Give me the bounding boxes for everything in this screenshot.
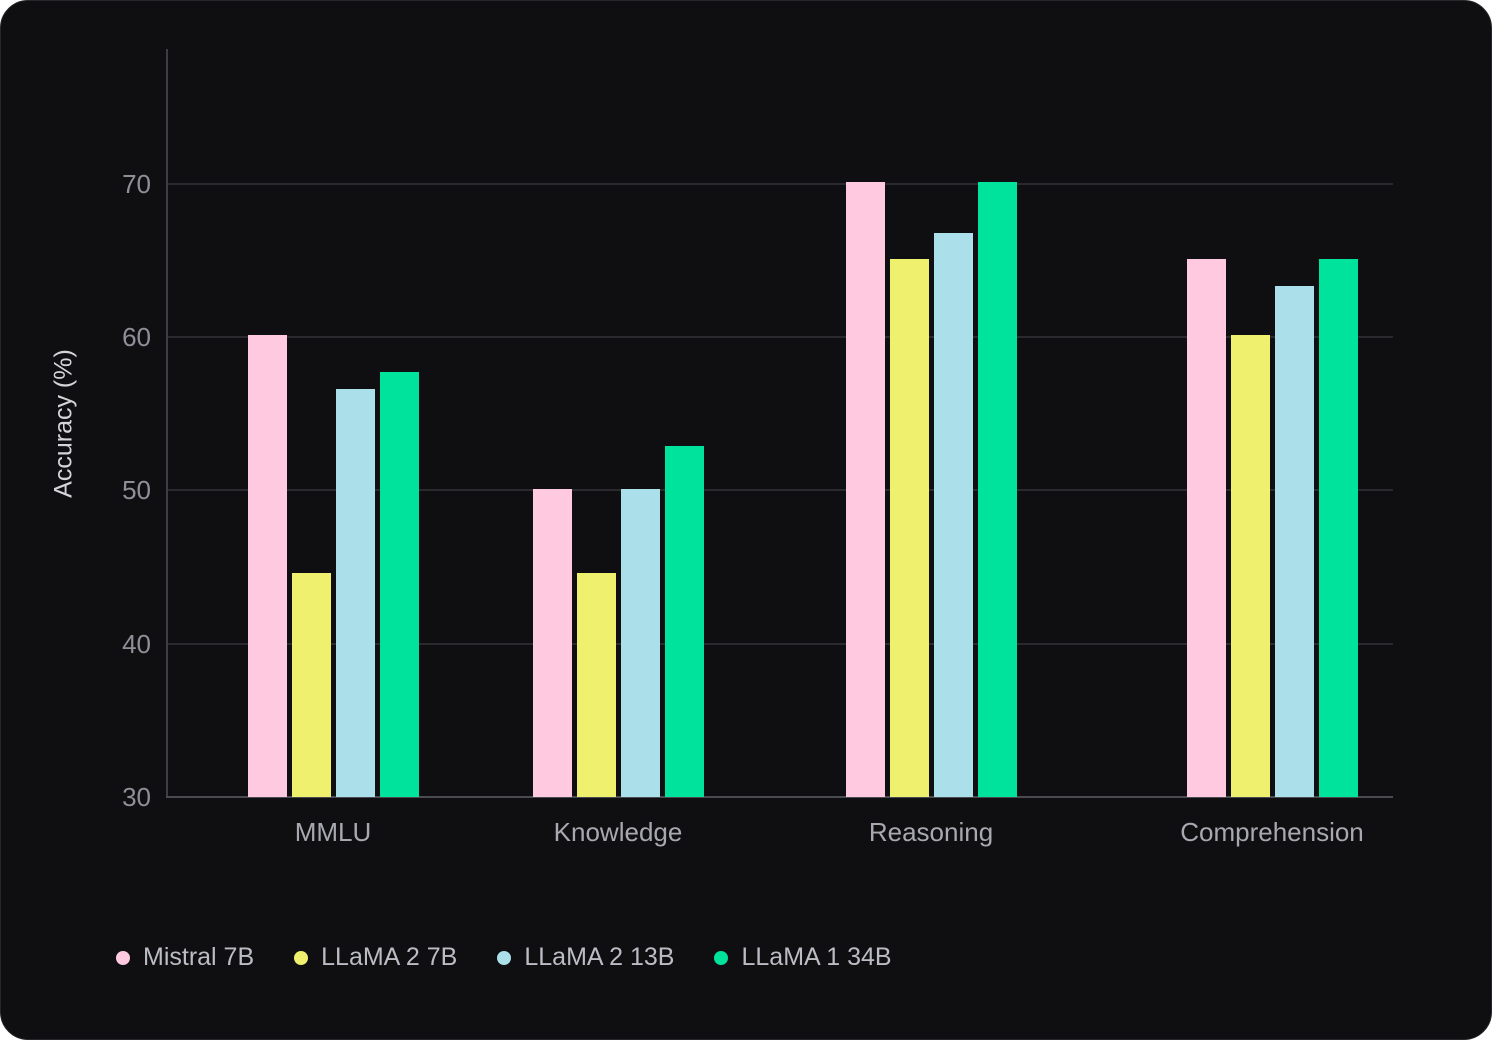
legend-label: LLaMA 2 7B: [321, 943, 458, 971]
legend-item-mistral-7b[interactable]: Mistral 7B: [116, 943, 254, 972]
x-label-mmlu: MMLU: [294, 817, 372, 847]
bar-llama-1-34b-reasoning: [977, 182, 1017, 797]
bar-llama-2-13b-knowledge: [620, 488, 660, 797]
legend-item-llama-1-34b[interactable]: LLaMA 1 34B: [714, 943, 892, 972]
bar-llama-2-13b-comprehension: [1274, 286, 1314, 797]
legend-item-llama-2-13b[interactable]: LLaMA 2 13B: [497, 943, 674, 972]
legend-label: LLaMA 2 13B: [524, 943, 675, 971]
bar-llama-1-34b-knowledge: [664, 445, 704, 797]
gridline-70: [167, 182, 1393, 185]
legend-dot-llama-1-34b: [714, 950, 729, 965]
bar-llama-2-13b-mmlu: [335, 389, 375, 797]
legend: Mistral 7B LLaMA 2 7B LLaMA 2 13B LLaMA 1 3…: [116, 943, 892, 972]
y-tick-50: 50: [122, 475, 151, 506]
legend-item-llama-2-7b[interactable]: LLaMA 2 7B: [294, 943, 457, 972]
bar-llama-2-13b-reasoning: [933, 232, 973, 797]
y-tick-60: 60: [122, 322, 151, 353]
bar-llama-2-7b-comprehension: [1230, 335, 1270, 797]
bar-mistral-7b-knowledge: [532, 488, 572, 797]
y-tick-30: 30: [122, 782, 151, 812]
legend-label: Mistral 7B: [143, 943, 255, 971]
x-label-reasoning: Reasoning: [868, 817, 994, 847]
bar-mistral-7b-mmlu: [247, 335, 287, 797]
bar-llama-1-34b-mmlu: [379, 372, 419, 797]
gridline-40: [167, 642, 1393, 645]
bar-mistral-7b-reasoning: [845, 182, 885, 797]
legend-dot-mistral-7b: [116, 950, 130, 965]
x-label-knowledge: Knowledge: [553, 817, 683, 847]
y-axis-line: [166, 49, 168, 797]
legend-dot-llama-2-13b: [497, 950, 512, 965]
y-tick-70: 70: [122, 168, 151, 199]
gridline-50: [167, 489, 1393, 492]
bar-llama-1-34b-comprehension: [1318, 258, 1358, 797]
legend-dot-llama-2-7b: [294, 950, 309, 965]
bar-llama-2-7b-knowledge: [576, 573, 616, 797]
x-axis-line: [166, 796, 1393, 798]
bar-mistral-7b-comprehension: [1186, 258, 1226, 797]
legend-label: LLaMA 1 34B: [741, 943, 892, 971]
gridline-60: [167, 336, 1393, 339]
bar-llama-2-7b-reasoning: [889, 258, 929, 797]
bar-llama-2-7b-mmlu: [291, 573, 331, 797]
y-tick-40: 40: [122, 628, 151, 659]
x-label-comprehension: Comprehension: [1180, 817, 1364, 847]
